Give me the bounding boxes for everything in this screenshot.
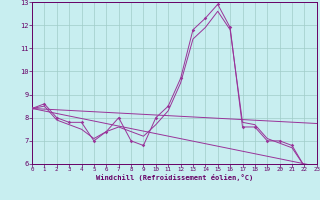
- X-axis label: Windchill (Refroidissement éolien,°C): Windchill (Refroidissement éolien,°C): [96, 174, 253, 181]
